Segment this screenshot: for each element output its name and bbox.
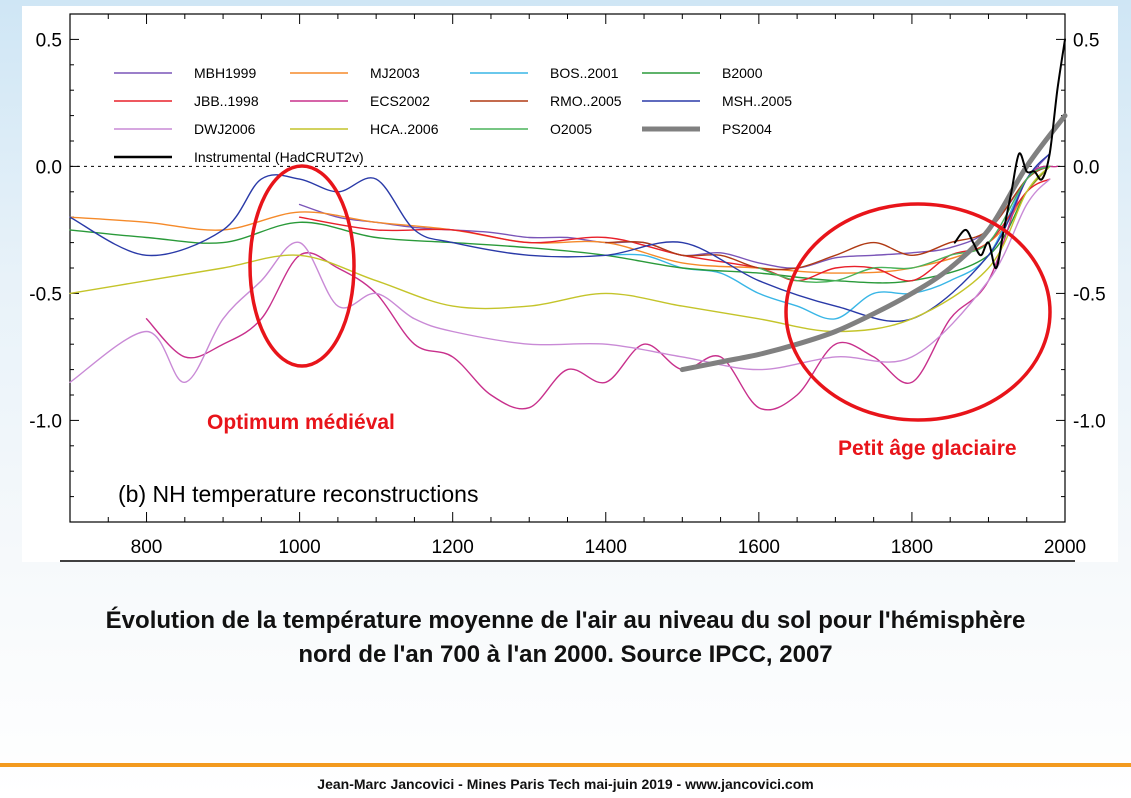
x-tick-label: 1800: [891, 537, 933, 558]
y-tick-label-right: 0.0: [1073, 157, 1099, 178]
legend-label: O2005: [550, 121, 592, 137]
legend-label: RMO..2005: [550, 93, 622, 109]
legend-label: MSH..2005: [722, 93, 792, 109]
y-tick-label-left: -1.0: [29, 411, 62, 432]
series-line-b2000: [69, 165, 1051, 284]
y-tick-label-left: 0.0: [36, 157, 62, 178]
footer-rule: [0, 763, 1131, 767]
legend-label: ECS2002: [370, 93, 430, 109]
series-line-o2005: [758, 165, 1051, 283]
series-line-bos-2001: [605, 165, 1051, 320]
caption-line-1: Évolution de la température moyenne de l…: [105, 607, 1026, 634]
annotation-label-medieval: Optimum médiéval: [207, 411, 395, 434]
series-line-mbh1999: [298, 153, 1051, 269]
panel-title: (b) NH temperature reconstructions: [118, 481, 478, 507]
y-tick-label-right: -0.5: [1073, 284, 1106, 305]
figure-caption: Évolution de la température moyenne de l…: [0, 604, 1131, 672]
y-tick-label-right: 0.5: [1073, 30, 1099, 51]
annotation-ellipse-medieval: [248, 164, 356, 368]
legend-label: MJ2003: [370, 65, 420, 81]
legend-label: JBB..1998: [194, 93, 259, 109]
legend-label: DWJ2006: [194, 121, 256, 137]
x-tick-label: 2000: [1044, 537, 1086, 558]
series-line-hca-2006: [69, 165, 1051, 333]
y-tick-label-right: -1.0: [1073, 411, 1106, 432]
caption-line-2: nord de l'an 700 à l'an 2000. Source IPC…: [298, 641, 833, 668]
x-tick-label: 1200: [432, 537, 474, 558]
chart-panel: 800 1000 1200 1400 1600 1800 2000 0.5 0.5 0.0 0.0 -…: [22, 6, 1118, 562]
annotation-ellipse-lia: [784, 202, 1052, 422]
legend-label: HCA..2006: [370, 121, 439, 137]
y-tick-label-left: 0.5: [36, 30, 62, 51]
footer-credit: Jean-Marc Jancovici - Mines Paris Tech m…: [317, 776, 814, 792]
chart-svg: 800 1000 1200 1400 1600 1800 2000 0.5 0.5 0.0 0.0 -…: [29, 13, 1106, 562]
series-line-dwj2006: [69, 178, 1051, 383]
y-tick-label-left: -0.5: [29, 284, 62, 305]
x-tick-label: 1000: [278, 537, 320, 558]
legend-label: Instrumental (HadCRUT2v): [194, 149, 364, 165]
legend-label: BOS..2001: [550, 65, 619, 81]
legend-label: MBH1999: [194, 65, 256, 81]
x-tick-label: 800: [131, 537, 163, 558]
series-line-instrumental-hadcrut2v: [953, 38, 1066, 270]
series-line-ps2004: [679, 113, 1068, 373]
x-tick-label: 1400: [585, 537, 627, 558]
annotation-label-lia: Petit âge glaciaire: [838, 437, 1017, 460]
legend-label: B2000: [722, 65, 763, 81]
legend-label: PS2004: [722, 121, 772, 137]
x-tick-label: 1600: [738, 537, 780, 558]
